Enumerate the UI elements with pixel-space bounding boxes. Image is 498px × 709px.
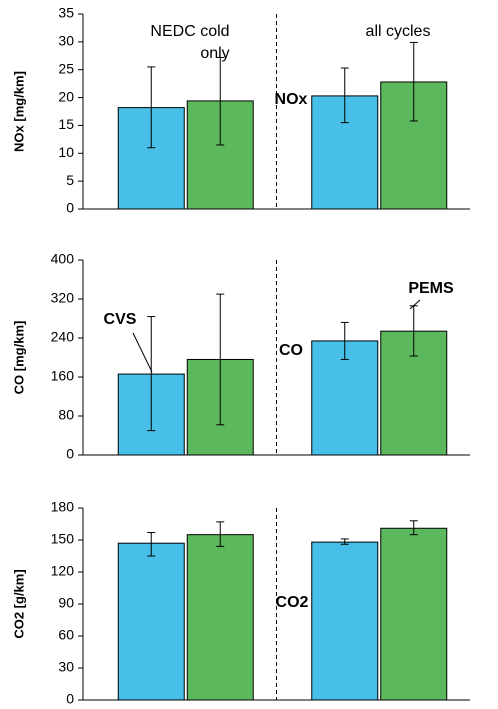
y-tick-label: 80 xyxy=(58,407,74,423)
y-tick-label: 150 xyxy=(51,531,75,547)
annotation: CO xyxy=(279,342,303,359)
annotation: only xyxy=(200,45,229,62)
annotation: PEMS xyxy=(408,280,454,297)
y-tick-label: 10 xyxy=(58,144,74,160)
annotation: CO2 xyxy=(276,594,309,611)
y-tick-label: 30 xyxy=(58,33,74,49)
y-tick-label: 0 xyxy=(66,691,74,707)
y-tick-label: 160 xyxy=(51,368,75,384)
annotation: all cycles xyxy=(366,23,431,40)
y-tick-label: 60 xyxy=(58,627,74,643)
y-tick-label: 20 xyxy=(58,88,74,104)
y-tick-label: 120 xyxy=(51,563,75,579)
y-axis-label: CO2 [g/km] xyxy=(11,569,26,638)
bar xyxy=(186,534,254,701)
bar xyxy=(380,527,448,701)
pointer-line xyxy=(132,332,153,373)
annotation: NEDC cold xyxy=(150,23,229,40)
bar xyxy=(311,541,379,701)
y-tick-label: 240 xyxy=(51,329,75,345)
y-axis-label: NOx [mg/km] xyxy=(11,71,26,152)
y-tick-label: 0 xyxy=(66,200,74,216)
y-tick-label: 180 xyxy=(51,499,75,515)
y-axis-label: CO [mg/km] xyxy=(11,321,26,395)
y-tick-label: 35 xyxy=(58,5,74,21)
y-tick-label: 30 xyxy=(58,659,74,675)
y-tick-label: 320 xyxy=(51,290,75,306)
pointer-line xyxy=(409,299,421,310)
y-tick-label: 90 xyxy=(58,595,74,611)
annotation: NOx xyxy=(275,91,308,108)
bar xyxy=(117,542,185,701)
y-tick-label: 25 xyxy=(58,60,74,76)
y-tick-label: 400 xyxy=(51,251,75,267)
y-tick-label: 5 xyxy=(66,172,74,188)
y-tick-label: 0 xyxy=(66,446,74,462)
annotation: CVS xyxy=(104,311,137,328)
y-tick-label: 15 xyxy=(58,116,74,132)
